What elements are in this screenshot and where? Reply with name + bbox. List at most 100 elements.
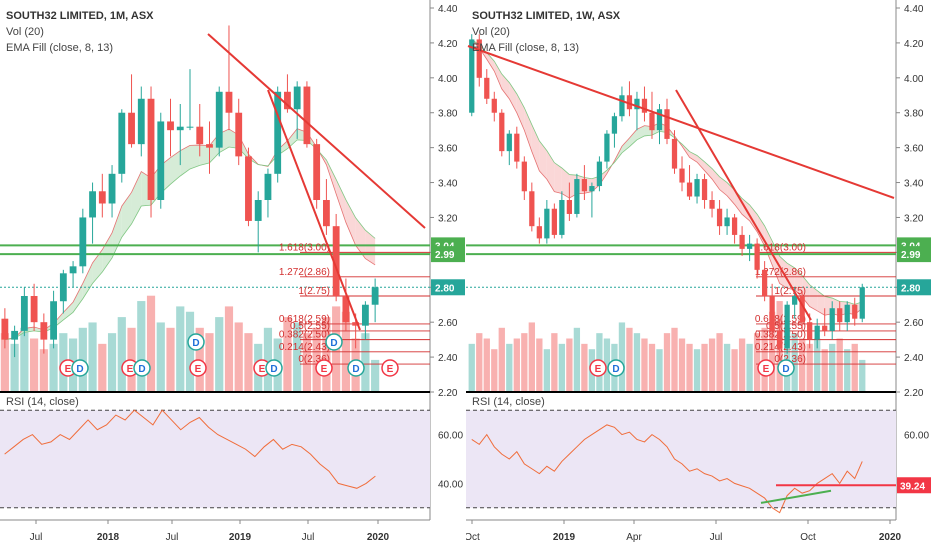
volume-bar[interactable] [498,327,505,392]
volume-bar[interactable] [566,338,573,393]
candle-body[interactable] [814,325,820,340]
candle-body[interactable] [792,296,798,305]
volume-bar[interactable] [224,306,234,392]
candle-body[interactable] [361,304,369,326]
candle-body[interactable] [59,273,67,302]
trend-line[interactable] [207,33,426,229]
earnings-event-badge[interactable] [757,359,775,377]
candle-body[interactable] [852,304,858,319]
volume-bar[interactable] [146,295,156,392]
volume-bar[interactable] [581,343,588,392]
candle-body[interactable] [274,91,282,174]
candle-body[interactable] [215,91,223,148]
volume-bar[interactable] [528,322,535,392]
dividend-event-badge[interactable] [325,333,343,351]
candle-body[interactable] [521,161,527,192]
candle-body[interactable] [724,217,730,227]
volume-bar[interactable] [618,322,626,392]
candle-body[interactable] [352,322,360,326]
trend-line[interactable] [675,89,812,321]
candle-body[interactable] [284,91,291,110]
candle-body[interactable] [559,200,565,235]
ema-fill-indicator-label[interactable]: EMA Fill (close, 8, 13) [6,42,113,54]
candle-body[interactable] [544,208,550,239]
candle-body[interactable] [844,304,850,323]
earnings-event-badge[interactable] [589,359,607,377]
candle-body[interactable] [566,200,573,214]
volume-bar[interactable] [513,338,520,393]
candle-body[interactable] [589,186,595,192]
volume-bar[interactable] [551,333,558,392]
volume-bar[interactable] [536,338,543,393]
candle-body[interactable] [342,296,350,323]
volume-bar[interactable] [821,349,828,392]
volume-bar[interactable] [30,338,39,393]
volume-bar[interactable] [648,343,656,392]
volume-bar[interactable] [506,343,513,392]
candle-body[interactable] [551,208,557,235]
candle-body[interactable] [89,191,96,218]
candle-body[interactable] [225,91,233,113]
candle-body[interactable] [769,296,775,331]
candle-body[interactable] [859,287,865,319]
volume-bar[interactable] [859,359,866,392]
candle-body[interactable] [619,95,625,117]
volume-bar[interactable] [521,333,528,392]
candle-body[interactable] [254,200,262,221]
weekly-chart-panel[interactable]: 4.404.204.003.803.603.403.203.002.802.60… [466,0,932,550]
candle-body[interactable] [137,98,145,145]
volume-bar[interactable] [371,359,380,392]
volume-bar[interactable] [39,349,48,392]
volume-bar[interactable] [799,338,806,393]
candle-body[interactable] [837,308,843,323]
candle-body[interactable] [664,109,670,139]
dividend-event-badge[interactable] [133,359,151,377]
volume-bar[interactable] [263,327,273,392]
candle-body[interactable] [626,95,633,110]
volume-bar[interactable] [603,338,611,393]
monthly-chart-panel[interactable]: 4.404.204.003.803.603.403.203.002.802.60… [0,0,466,550]
rsi-line[interactable] [4,409,376,489]
volume-bar[interactable] [656,349,663,392]
dividend-event-badge[interactable] [187,333,205,351]
volume-bar[interactable] [322,317,331,392]
candle-body[interactable] [371,287,379,305]
candle-body[interactable] [30,296,38,323]
candle-body[interactable] [176,126,184,131]
candle-body[interactable] [604,133,610,162]
candle-body[interactable] [186,126,194,128]
volume-bar[interactable] [791,333,798,392]
volume-bar[interactable] [215,317,224,392]
ema-fill-indicator-label[interactable]: EMA Fill (close, 8, 13) [472,42,579,54]
candle-body[interactable] [147,98,155,200]
earnings-event-badge[interactable] [315,359,333,377]
candle-body[interactable] [332,226,340,296]
candle-body[interactable] [245,156,252,221]
earnings-event-badge[interactable] [189,359,207,377]
candle-body[interactable] [167,121,174,131]
candle-body[interactable] [476,39,482,78]
candle-body[interactable] [611,116,618,134]
candle-body[interactable] [716,208,723,227]
volume-bar[interactable] [844,349,851,392]
volume-bar[interactable] [671,327,678,392]
dividend-event-badge[interactable] [265,359,283,377]
volume-bar[interactable] [176,306,185,392]
volume-indicator-label[interactable]: Vol (20) [472,26,510,38]
volume-bar[interactable] [49,343,58,392]
earnings-event-badge[interactable] [381,359,399,377]
candle-body[interactable] [739,234,745,249]
candle-body[interactable] [98,191,106,204]
candle-body[interactable] [128,112,135,145]
volume-bar[interactable] [626,327,633,392]
volume-bar[interactable] [98,343,107,392]
volume-bar[interactable] [205,333,214,392]
candle-body[interactable] [709,200,715,209]
volume-bar[interactable] [814,338,821,393]
volume-bar[interactable] [641,338,648,393]
volume-bar[interactable] [716,333,723,392]
candle-body[interactable] [807,322,813,340]
trend-line[interactable] [267,89,361,331]
volume-bar[interactable] [10,343,19,392]
volume-bar[interactable] [663,333,671,392]
